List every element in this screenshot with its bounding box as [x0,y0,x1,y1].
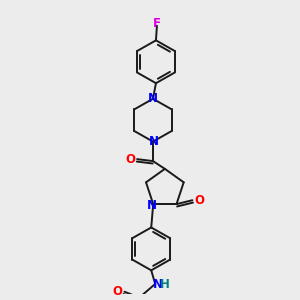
Text: F: F [153,17,161,30]
Text: N: N [148,92,158,105]
Text: O: O [112,285,122,298]
Text: O: O [125,153,135,166]
Text: N: N [147,199,157,212]
Text: O: O [194,194,204,207]
Text: H: H [160,278,170,291]
Text: N: N [153,278,163,291]
Text: N: N [149,135,159,148]
